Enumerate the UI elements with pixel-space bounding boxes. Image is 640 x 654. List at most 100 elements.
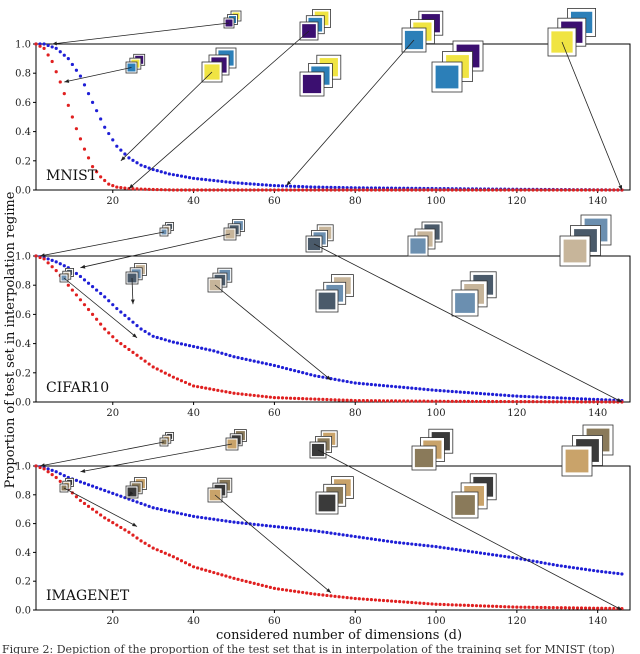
data-point [103,125,107,129]
data-point [389,599,394,603]
data-point [42,46,46,50]
data-point [349,398,353,402]
data-point [175,188,180,192]
data-point [216,572,220,576]
data-point [50,258,54,262]
data-point [539,605,543,610]
sample-image-stack [223,219,245,241]
data-point [438,602,442,606]
data-point [151,334,155,338]
data-point [539,560,543,565]
data-point [507,555,511,559]
data-point [325,397,329,402]
data-point [244,357,248,361]
data-point [70,288,74,292]
data-point [204,516,208,520]
data-point [503,554,507,559]
data-point [131,187,135,191]
data-point [543,188,547,192]
data-point [224,352,228,357]
data-point [244,188,248,192]
data-point [341,398,345,402]
data-point [260,188,264,192]
data-point [135,161,139,165]
data-point [531,559,535,563]
data-point [389,399,394,403]
data-point [191,344,196,349]
series-b [34,464,624,611]
data-point [462,399,466,403]
data-point [410,188,414,192]
data-point [212,387,216,392]
data-point [414,542,418,547]
data-point [224,390,228,394]
data-point [139,163,143,167]
data-point [187,513,192,518]
data-point [430,388,434,392]
data-point [34,254,38,258]
data-point [200,346,204,350]
data-point [491,188,495,192]
data-point [50,59,54,64]
data-point [369,188,373,192]
data-point [139,327,143,331]
data-point [402,385,406,389]
data-point [442,389,446,393]
data-point [54,470,58,474]
data-point [482,188,487,192]
data-point [232,576,236,580]
data-point [458,399,462,403]
data-point [377,538,382,542]
data-point [414,601,418,605]
data-point [175,511,180,515]
data-point [555,606,559,610]
data-point [466,188,470,192]
data-point [353,186,357,190]
data-point [191,176,196,180]
data-point [103,516,107,520]
data-point [563,396,567,400]
y-tick-label: 1.0 [15,252,31,263]
data-point [587,188,592,192]
data-point [333,594,337,598]
data-point [208,188,212,192]
data-point [305,528,309,532]
sample-image-stack [299,54,342,97]
data-point [402,541,406,545]
data-point [482,604,487,608]
sample-image-stack [159,431,175,447]
data-point [119,342,123,346]
data-point [592,568,596,573]
data-point [58,472,62,476]
data-point [74,68,79,72]
data-point [450,603,454,607]
data-point [592,397,596,401]
data-point [288,367,293,372]
data-point [596,397,600,402]
data-point [179,188,184,192]
data-point [434,188,438,192]
data-point [579,400,584,404]
data-point [535,400,539,404]
data-point [462,188,466,192]
x-tick-label: 140 [588,616,607,627]
data-point [175,557,180,561]
data-point [474,391,479,395]
data-point [276,525,281,529]
data-point [159,369,163,373]
data-point [426,188,430,192]
data-point [325,530,329,535]
data-point [341,533,345,537]
data-point [95,109,99,113]
data-point [604,400,608,404]
data-point [268,395,272,399]
data-point [256,188,260,192]
data-point [519,394,523,398]
data-point [353,398,357,403]
data-point [143,503,147,507]
data-point [107,331,111,335]
data-point [204,347,208,351]
data-point [107,518,111,522]
data-point [418,601,422,605]
data-point [248,358,252,362]
